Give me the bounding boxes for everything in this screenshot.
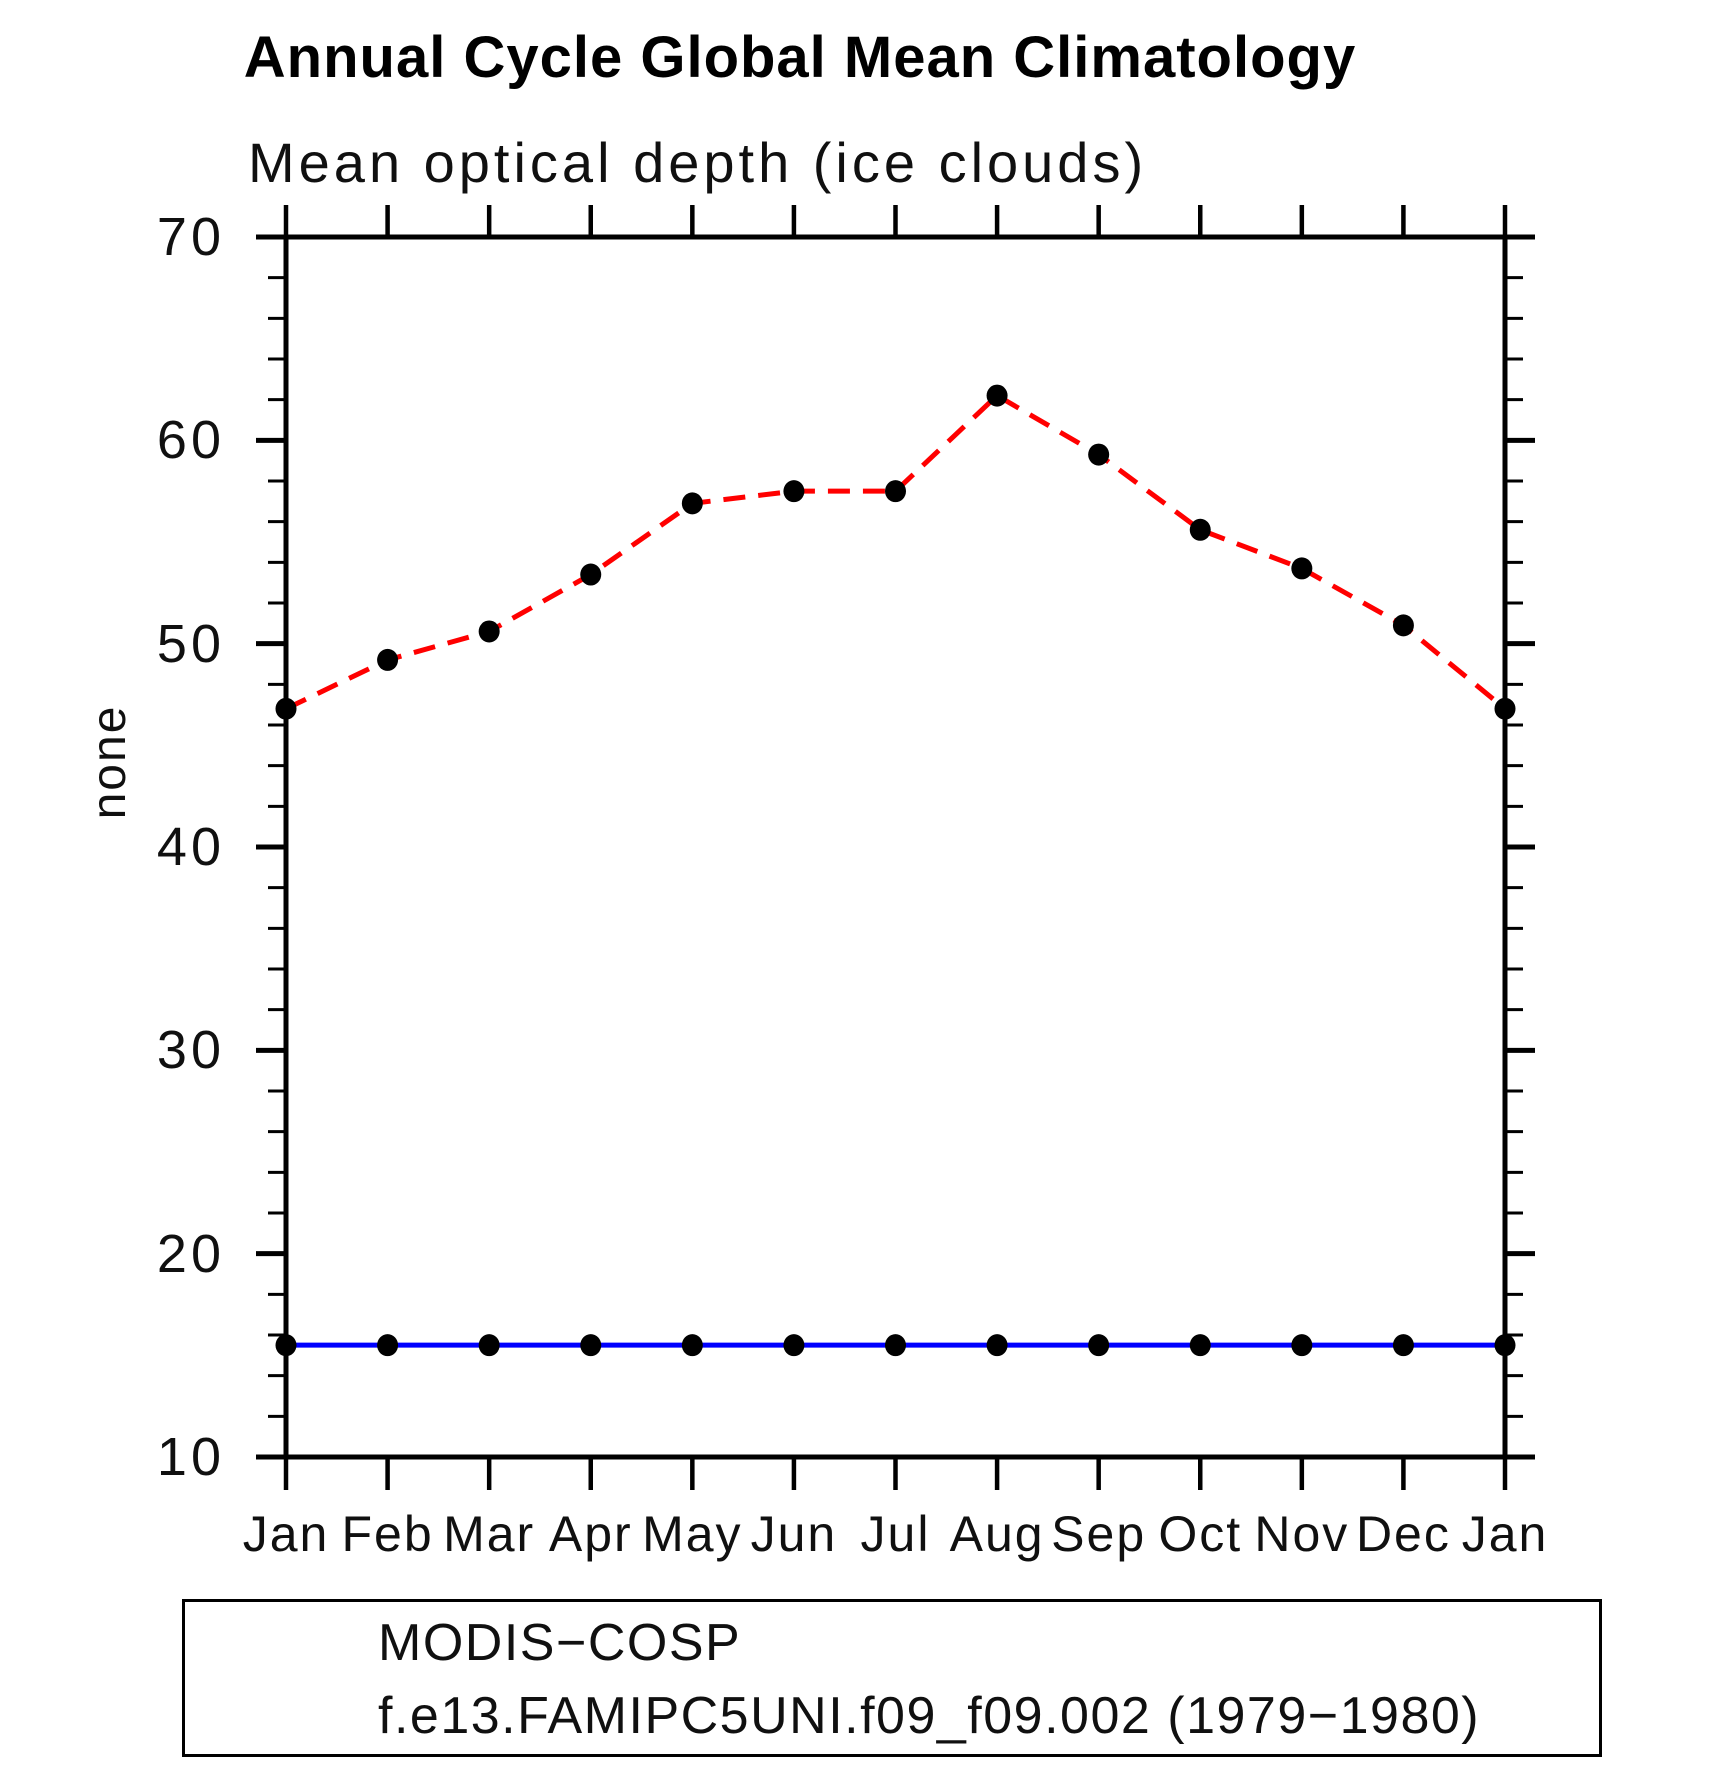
data-point-marker (986, 1334, 1008, 1357)
data-point-marker (275, 697, 297, 720)
data-point-marker (1088, 1334, 1110, 1357)
y-tick-label: 40 (156, 817, 225, 877)
x-tick-label: Jan (242, 1506, 330, 1562)
y-tick-label: 50 (156, 613, 225, 674)
x-tick-label: Nov (1254, 1506, 1350, 1562)
plot-frame (283, 234, 1508, 1460)
x-tick-label: Apr (548, 1506, 633, 1562)
x-tick-label: Dec (1355, 1506, 1451, 1562)
data-point-marker (580, 1334, 602, 1357)
data-point-marker (478, 620, 500, 643)
x-tick-label: Jun (750, 1506, 838, 1562)
legend-label-modis-cosp: MODIS−COSP (378, 1614, 742, 1672)
data-point-marker (1494, 697, 1516, 720)
y-tick-label: 30 (156, 1020, 225, 1081)
data-point-marker (1291, 557, 1313, 580)
data-point-marker (783, 480, 805, 503)
y-tick-label: 60 (156, 410, 225, 471)
data-point-marker (783, 1334, 805, 1357)
data-point-marker (1494, 1334, 1516, 1357)
y-tick-label: 20 (156, 1223, 225, 1284)
x-tick-label: Mar (443, 1506, 536, 1562)
data-point-marker (681, 1334, 703, 1357)
data-point-marker (478, 1334, 500, 1357)
y-tick-label: 70 (156, 207, 225, 267)
data-point-marker (275, 1334, 297, 1357)
legend-label-model-run: f.e13.FAMIPC5UNI.f09_f09.002 (1979−1980) (378, 1687, 1481, 1745)
x-tick-label: May (642, 1506, 743, 1562)
data-point-marker (986, 384, 1008, 407)
x-tick-label: Jul (860, 1506, 931, 1562)
data-point-marker (580, 563, 602, 586)
data-point-marker (1189, 518, 1211, 541)
x-tick-label: Feb (341, 1506, 434, 1562)
y-tick-label: 10 (156, 1427, 225, 1487)
legend (182, 1599, 1602, 1757)
data-point-marker (377, 648, 399, 671)
data-point-marker (885, 480, 906, 503)
x-tick-label: Sep (1051, 1506, 1147, 1562)
data-point-marker (377, 1334, 399, 1357)
data-point-marker (1088, 443, 1110, 466)
data-point-marker (1291, 1334, 1313, 1357)
data-point-marker (1392, 1334, 1414, 1357)
chart-title: Annual Cycle Global Mean Climatology (243, 25, 1357, 90)
x-tick-label: Oct (1158, 1506, 1243, 1562)
data-point-marker (885, 1334, 906, 1357)
x-tick-label: Aug (949, 1506, 1045, 1562)
chart-subtitle: Mean optical depth (ice clouds) (248, 131, 1148, 194)
series-line-1 (284, 392, 1507, 711)
data-point-marker (1392, 614, 1414, 637)
x-tick-label: Jan (1461, 1506, 1549, 1562)
data-point-marker (1189, 1334, 1211, 1357)
data-point-marker (681, 492, 703, 515)
